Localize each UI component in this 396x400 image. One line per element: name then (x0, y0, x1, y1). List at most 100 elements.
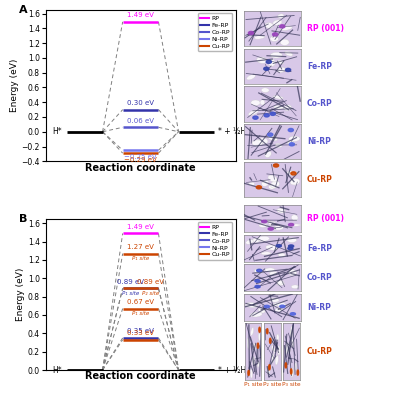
X-axis label: Reaction coordinate: Reaction coordinate (85, 163, 196, 173)
Circle shape (270, 112, 275, 115)
Text: * + ½H₂: * + ½H₂ (218, 127, 249, 136)
Ellipse shape (276, 67, 286, 72)
Circle shape (272, 33, 278, 36)
Text: P₃ site: P₃ site (282, 382, 301, 386)
Ellipse shape (280, 26, 292, 30)
Ellipse shape (258, 333, 261, 341)
X-axis label: Reaction coordinate: Reaction coordinate (85, 371, 196, 381)
Text: H*: H* (53, 366, 62, 374)
Ellipse shape (248, 110, 259, 116)
Ellipse shape (291, 215, 298, 221)
Text: −0.29 eV: −0.29 eV (124, 157, 157, 163)
Ellipse shape (277, 208, 286, 213)
Text: 0.89 eV: 0.89 eV (137, 279, 164, 285)
Text: 0.35 eV: 0.35 eV (127, 328, 154, 334)
Ellipse shape (258, 308, 265, 313)
Circle shape (262, 220, 267, 223)
Ellipse shape (288, 348, 290, 353)
Circle shape (280, 305, 285, 308)
Ellipse shape (272, 354, 274, 362)
Text: P₁ site: P₁ site (122, 291, 139, 296)
Text: Co-RP: Co-RP (307, 100, 333, 108)
Ellipse shape (265, 220, 270, 223)
Ellipse shape (262, 180, 269, 186)
Text: Cu-RP: Cu-RP (307, 175, 333, 184)
Ellipse shape (275, 308, 282, 312)
Text: P₁ site: P₁ site (244, 382, 263, 386)
Circle shape (270, 338, 271, 343)
Ellipse shape (284, 105, 291, 110)
Text: 1.49 eV: 1.49 eV (127, 12, 154, 18)
Text: P₁ site: P₁ site (132, 256, 149, 261)
Ellipse shape (270, 36, 278, 42)
Circle shape (267, 329, 268, 334)
Ellipse shape (295, 362, 297, 370)
Ellipse shape (265, 268, 275, 272)
Text: 0.06 eV: 0.06 eV (127, 118, 154, 124)
Ellipse shape (273, 96, 283, 99)
Circle shape (285, 363, 287, 368)
Text: B: B (19, 214, 27, 224)
Text: RP (001): RP (001) (307, 24, 344, 33)
Ellipse shape (274, 106, 284, 109)
Ellipse shape (268, 175, 277, 182)
Ellipse shape (278, 14, 284, 18)
Ellipse shape (272, 345, 273, 351)
Ellipse shape (278, 253, 286, 257)
Circle shape (273, 164, 279, 167)
Circle shape (289, 224, 294, 226)
Ellipse shape (275, 355, 278, 365)
Ellipse shape (285, 51, 293, 56)
Ellipse shape (253, 343, 255, 350)
Ellipse shape (246, 302, 257, 308)
Circle shape (257, 269, 262, 272)
Circle shape (248, 370, 249, 376)
Ellipse shape (261, 88, 269, 92)
Circle shape (268, 133, 273, 136)
Ellipse shape (249, 182, 255, 186)
Circle shape (268, 365, 270, 370)
Circle shape (288, 247, 293, 250)
Ellipse shape (291, 368, 293, 377)
Ellipse shape (251, 100, 260, 106)
Ellipse shape (273, 20, 282, 25)
Ellipse shape (275, 144, 282, 148)
Circle shape (259, 327, 260, 332)
Ellipse shape (261, 252, 271, 255)
Ellipse shape (250, 312, 262, 317)
Ellipse shape (266, 245, 278, 250)
Text: A: A (19, 6, 28, 16)
Ellipse shape (257, 57, 267, 63)
Ellipse shape (288, 224, 301, 226)
Ellipse shape (251, 328, 254, 336)
Ellipse shape (276, 334, 279, 341)
Circle shape (286, 68, 291, 72)
Text: −0.25 eV: −0.25 eV (124, 154, 157, 160)
Ellipse shape (265, 23, 273, 28)
Text: RP (001): RP (001) (307, 214, 344, 223)
Ellipse shape (246, 240, 253, 244)
Circle shape (268, 228, 273, 230)
Circle shape (290, 313, 295, 315)
Circle shape (297, 370, 299, 375)
Ellipse shape (257, 362, 259, 368)
Text: 0.67 eV: 0.67 eV (127, 299, 154, 305)
Text: P₂ site: P₂ site (142, 291, 159, 296)
Text: Ni-RP: Ni-RP (307, 303, 331, 312)
Ellipse shape (268, 184, 276, 189)
Circle shape (264, 114, 269, 117)
Circle shape (248, 32, 253, 34)
Ellipse shape (252, 238, 260, 242)
Circle shape (255, 286, 260, 288)
Ellipse shape (270, 181, 280, 188)
Text: 0.89 eV: 0.89 eV (117, 279, 144, 285)
Legend: RP, Fe-RP, Co-RP, Ni-RP, Cu-RP: RP, Fe-RP, Co-RP, Ni-RP, Cu-RP (198, 13, 232, 51)
Ellipse shape (287, 238, 297, 242)
Ellipse shape (290, 330, 292, 337)
Circle shape (290, 369, 292, 374)
Text: Ni-RP: Ni-RP (307, 137, 331, 146)
Circle shape (255, 280, 260, 282)
Ellipse shape (289, 136, 300, 142)
Text: 0.33 eV: 0.33 eV (127, 330, 154, 336)
Ellipse shape (260, 100, 265, 105)
